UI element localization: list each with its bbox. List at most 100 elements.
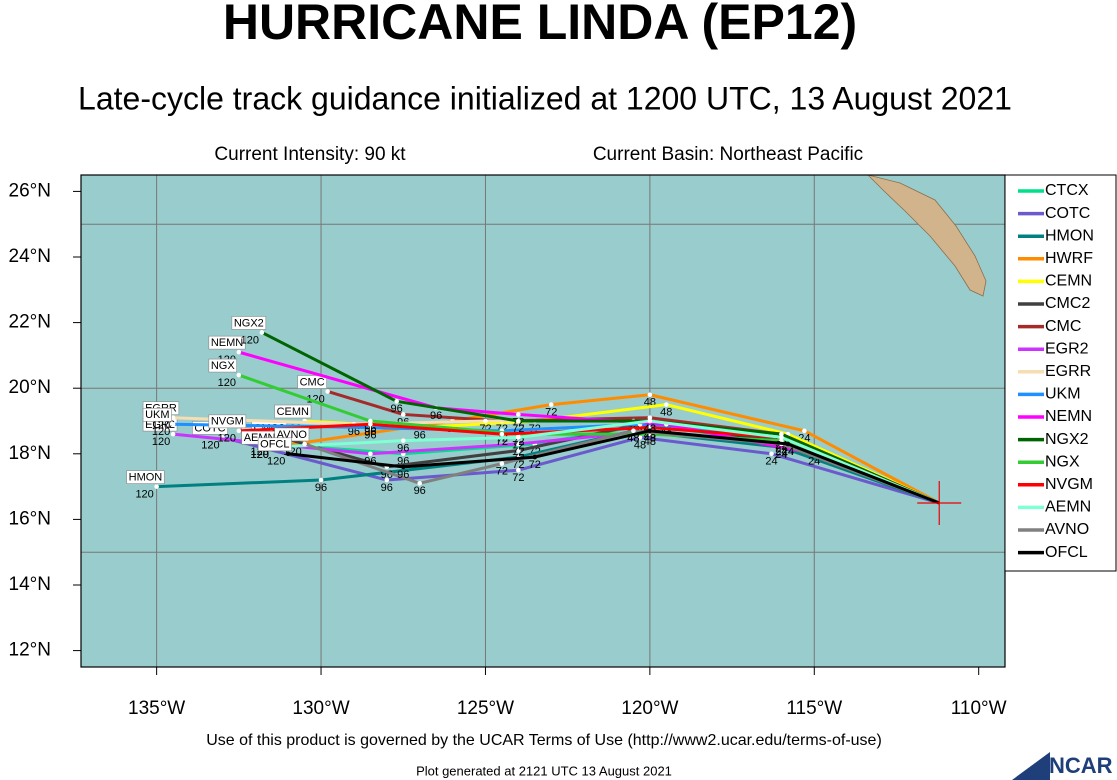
model-end-label: NGX [208,358,237,373]
model-end-label: CEMN [274,404,312,419]
model-label: OFCL [260,439,289,451]
hour-label: 72 [496,466,508,478]
label-box [231,316,267,330]
legend-label: NGX [1045,453,1080,470]
track-point [170,431,176,437]
track-point [394,399,399,404]
hour-label: 96 [381,482,393,494]
y-tick-label: 14°N [9,574,51,595]
chart-subtitle: Late-cycle track guidance initialized at… [78,80,1012,116]
model-label: EGR2 [145,419,175,431]
track-point [516,441,521,447]
model-end-label: NVGM [208,414,247,429]
hour-label: 24 [775,446,787,458]
hour-label: 120 [218,433,236,445]
hour-label: 72 [529,459,541,471]
hour-label: 120 [152,436,170,448]
hour-label: 48 [634,439,646,451]
track-point [483,418,488,424]
legend-label: NEMN [1045,408,1092,425]
logo-text: NCAR [1049,753,1113,778]
legend-label: OFCL [1045,544,1088,561]
annotation: Current Basin: Northeast Pacific [593,144,863,165]
generated-note: Plot generated at 2121 UTC 13 August 202… [416,763,672,778]
model-label: NGX2 [234,317,264,329]
hour-label: 120 [201,439,219,451]
label-box [257,437,292,452]
track-point [325,389,330,394]
hour-label: 96 [414,485,426,497]
x-tick-label: 110°W [951,698,1007,719]
hour-label: 96 [430,410,442,422]
x-tick-label: 120°W [621,698,678,719]
footer: Use of this product is governed by the U… [206,732,882,749]
track-point [516,448,521,453]
track-point [516,467,521,473]
hour-label: 96 [397,469,409,481]
track-point [499,461,505,466]
legend-label: CEMN [1045,273,1092,290]
track-point [647,415,653,421]
model-label: NVGM [211,416,244,428]
model-end-label: HMON [126,470,165,484]
model-label: UKM [145,409,169,421]
label-box [208,335,246,350]
hour-label: 120 [241,334,259,346]
track-point [769,451,774,457]
annotation: Current Intensity: 90 kt [214,144,406,165]
track-point [302,441,307,447]
track-point [779,435,784,440]
track-point [779,431,784,437]
hour-label: 120 [251,449,269,461]
model-end-label: OFCL [257,437,292,452]
track-line [261,331,940,505]
track-point [236,349,242,355]
hour-label: 120 [152,426,170,438]
hour-label: 72 [512,472,524,484]
hour-label: 48 [644,436,656,448]
track-point [802,428,807,434]
hour-label: 120 [251,449,269,461]
track-point [368,418,373,424]
hour-label: 96 [348,426,360,438]
legend-label: UKM [1045,386,1081,403]
track-point [631,428,636,434]
hour-label: 48 [660,407,672,419]
legend-label: HMON [1045,227,1094,244]
baja-california [866,174,987,297]
logo-mark [1012,752,1050,780]
label-box [142,407,172,422]
track-point [637,435,643,440]
track-point [259,330,265,335]
track-point [516,418,521,424]
label-box [274,404,312,419]
legend-label: CMC [1045,318,1081,335]
track-point [647,425,653,430]
hour-label: 24 [775,449,787,461]
y-tick-label: 16°N [9,508,51,529]
track-point [236,428,242,434]
x-tick-label: 130°W [292,698,349,719]
track-point [318,477,324,483]
track-point [516,412,521,417]
legend-label: NVGM [1045,476,1093,493]
legend-label: NGX2 [1045,431,1089,448]
hour-label: 120 [218,377,236,389]
track-point [499,431,505,437]
tracks: 24487296120CTCX24487296120COTC2448729612… [126,316,962,525]
hour-label: 96 [364,426,376,438]
track-point [154,484,159,489]
y-tick-label: 18°N [9,443,51,464]
chart-title: HURRICANE LINDA (EP12) [223,0,857,50]
ncar-logo: NCAR [1012,752,1113,780]
track-point [664,402,669,407]
y-tick-label: 12°N [9,640,51,661]
hour-label: 24 [782,446,794,458]
hour-label: 120 [135,489,153,501]
legend-label: CMC2 [1045,295,1090,312]
track-point [368,451,373,457]
track-point [170,421,176,427]
track-line [304,429,940,505]
